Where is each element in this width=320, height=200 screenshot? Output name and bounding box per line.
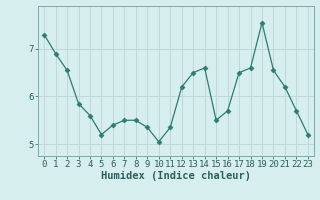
X-axis label: Humidex (Indice chaleur): Humidex (Indice chaleur) xyxy=(101,171,251,181)
